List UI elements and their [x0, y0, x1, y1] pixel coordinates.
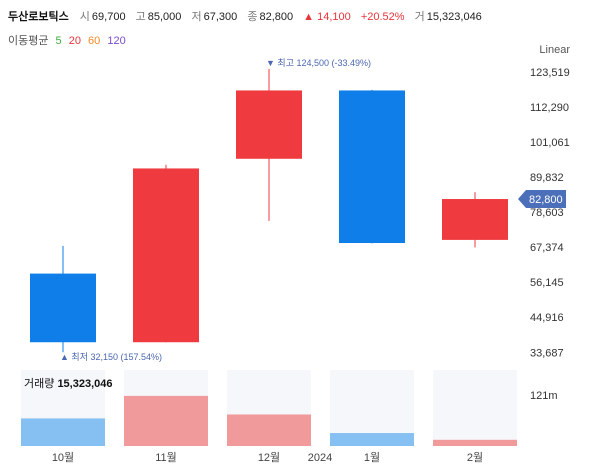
y-tick-label: 89,832 — [530, 172, 564, 184]
volume-bar — [330, 433, 414, 446]
y-tick-label: 44,916 — [530, 312, 564, 324]
high-value: 85,000 — [147, 11, 182, 23]
volume-title-label: 거래량 — [24, 378, 55, 390]
volume-bar — [21, 418, 105, 446]
scale-toggle[interactable]: Linear — [539, 44, 570, 56]
current-price-label: 82,800 — [529, 194, 563, 206]
candle-body — [339, 90, 405, 244]
x-axis-label: 1월 — [364, 451, 380, 464]
y-tick-label: 101,061 — [530, 137, 570, 149]
stock-name: 두산로보틱스 — [8, 11, 69, 23]
volume-tick-label: 121m — [530, 390, 558, 402]
candle-body — [30, 273, 96, 343]
x-axis-label: 2월 — [467, 451, 483, 464]
y-tick-label: 67,374 — [530, 242, 564, 254]
volume-bar — [433, 439, 517, 446]
candle-body — [236, 90, 302, 159]
volume-value: 15,323,046 — [426, 11, 482, 23]
volume-title: 거래량 15,323,046 — [24, 375, 113, 391]
ma-period-20: 20 — [68, 35, 81, 47]
volume-column-panel — [433, 370, 517, 446]
x-axis-label: 11월 — [155, 451, 177, 464]
max-price-annotation: ▼ 최고 124,500 (-33.49%) — [266, 58, 371, 68]
low-value: 67,300 — [203, 11, 238, 23]
volume-label: 거 — [414, 11, 425, 23]
candle-body — [133, 168, 199, 343]
volume-bar — [227, 414, 311, 446]
current-price-tag — [518, 190, 566, 209]
x-axis-label: 2024 — [308, 452, 332, 464]
ma-period-5: 5 — [55, 35, 62, 47]
close-value: 82,800 — [259, 11, 294, 23]
high-label: 고 — [135, 11, 146, 23]
open-value: 69,700 — [91, 11, 126, 23]
moving-average-legend[interactable]: 이동평균 5 20 60 120 — [8, 32, 130, 48]
y-tick-label: 78,603 — [530, 207, 564, 219]
volume-title-total: 15,323,046 — [57, 378, 113, 390]
y-tick-label: 123,519 — [530, 67, 570, 79]
open-label: 시 — [79, 11, 90, 23]
low-label: 저 — [191, 11, 202, 23]
x-axis-label: 10월 — [52, 451, 74, 464]
candle-body — [442, 199, 508, 240]
stock-summary: 두산로보틱스 시 69,700 고 85,000 저 67,300 종 82,800 ▲… — [8, 8, 489, 24]
ma-period-60: 60 — [88, 35, 101, 47]
min-price-annotation: ▲ 최저 32,150 (157.54%) — [60, 352, 162, 362]
close-label: 종 — [247, 11, 258, 23]
volume-bar — [124, 395, 208, 446]
x-axis-label: 12월 — [258, 451, 280, 464]
y-tick-label: 33,687 — [530, 347, 564, 359]
ma-period-120: 120 — [107, 35, 126, 47]
y-tick-label: 112,290 — [530, 102, 569, 114]
change-percent: +20.52% — [360, 11, 405, 23]
y-tick-label: 56,145 — [530, 277, 564, 289]
change-value: ▲ 14,100 — [303, 11, 351, 23]
moving-average-label: 이동평균 — [8, 35, 49, 47]
